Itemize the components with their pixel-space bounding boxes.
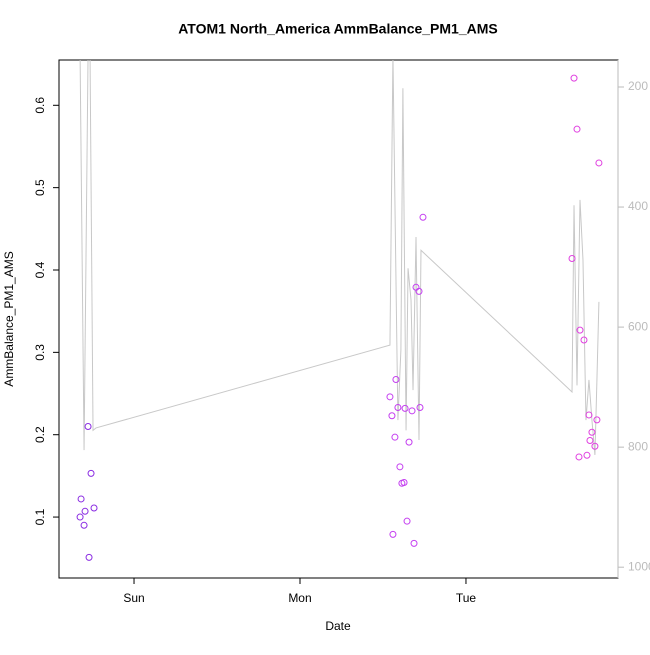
data-point — [396, 463, 404, 471]
data-point — [595, 159, 603, 167]
y-tick-label: 0.4 — [33, 261, 47, 278]
x-tick-label: Mon — [288, 591, 311, 605]
data-point — [81, 507, 89, 515]
x-tick-label: Tue — [456, 591, 477, 605]
data-point — [90, 504, 98, 512]
y-axis-label: AmmBalance_PM1_AMS — [2, 251, 16, 386]
data-point — [80, 521, 88, 529]
data-point — [76, 513, 84, 521]
y-tick-label: 0.5 — [33, 179, 47, 196]
data-point — [392, 376, 400, 384]
data-point — [415, 287, 423, 295]
data-point — [401, 404, 409, 412]
data-point — [573, 125, 581, 133]
data-point — [586, 436, 594, 444]
data-point — [412, 283, 420, 291]
y2-tick-label: 200 — [628, 79, 648, 93]
data-point — [576, 326, 584, 334]
data-point — [389, 530, 397, 538]
data-point — [394, 404, 402, 412]
data-point — [575, 453, 583, 461]
data-point — [593, 416, 601, 424]
chart-title: ATOM1 North_America AmmBalance_PM1_AMS — [178, 21, 498, 37]
y-tick-label: 0.3 — [33, 344, 47, 361]
x-tick-label: Sun — [123, 591, 144, 605]
y2-tick-label: 400 — [628, 199, 648, 213]
data-point — [386, 393, 394, 401]
x-axis-label: Date — [325, 619, 351, 633]
data-point — [580, 336, 588, 344]
data-point — [388, 412, 396, 420]
data-point — [419, 213, 427, 221]
data-point — [405, 438, 413, 446]
data-point — [568, 254, 576, 262]
data-point — [77, 495, 85, 503]
y2-tick-label: 800 — [628, 439, 648, 453]
data-point — [410, 539, 418, 547]
pressure-line — [79, 60, 600, 455]
y2-tick-label: 600 — [628, 319, 648, 333]
data-point — [87, 469, 95, 477]
y-tick-label: 0.1 — [33, 508, 47, 525]
y2-tick-label: 1000 — [628, 559, 650, 573]
data-point — [591, 442, 599, 450]
plot-area — [76, 60, 603, 561]
data-point — [400, 478, 408, 486]
data-point — [585, 411, 593, 419]
data-point — [391, 433, 399, 441]
data-point — [85, 553, 93, 561]
plot-frame — [58, 59, 619, 579]
data-point — [403, 517, 411, 525]
y-tick-label: 0.6 — [33, 97, 47, 114]
data-point — [408, 407, 416, 415]
data-point — [583, 451, 591, 459]
y-tick-label: 0.2 — [33, 426, 47, 443]
data-point — [570, 74, 578, 82]
data-point — [84, 422, 92, 430]
data-point — [416, 404, 424, 412]
data-point — [588, 428, 596, 436]
